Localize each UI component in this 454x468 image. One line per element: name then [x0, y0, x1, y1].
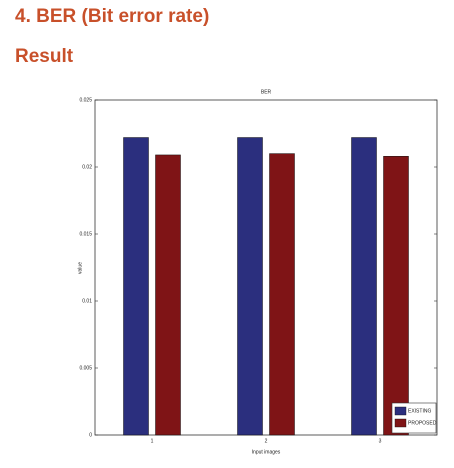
bar	[237, 137, 263, 436]
y-tick-label: 0.025	[79, 97, 92, 103]
section-title: 4. BER (Bit error rate)	[15, 6, 210, 27]
x-tick-label: 1	[151, 438, 154, 444]
section-subtitle: Result	[15, 46, 74, 67]
plot-frame	[94, 99, 438, 436]
bar	[383, 156, 409, 436]
y-tick-label: 0.005	[79, 365, 92, 371]
bar	[269, 153, 295, 436]
legend-swatch	[394, 406, 407, 416]
y-tick-label: 0	[89, 432, 92, 438]
y-axis-label: value	[77, 262, 83, 274]
x-axis-label: Input images	[252, 449, 281, 455]
y-tick-label: 0.01	[82, 298, 92, 304]
y-tick-label: 0.015	[79, 231, 92, 237]
bar	[155, 154, 181, 436]
bar	[123, 137, 149, 436]
bar	[351, 137, 377, 436]
x-tick-label: 3	[379, 438, 382, 444]
chart-title: BER	[261, 89, 272, 95]
legend-swatch	[394, 418, 407, 428]
x-tick-label: 2	[265, 438, 268, 444]
legend-label: EXISTING	[408, 408, 431, 414]
legend-label: PROPOSED	[408, 420, 437, 426]
y-tick-label: 0.02	[82, 164, 92, 170]
